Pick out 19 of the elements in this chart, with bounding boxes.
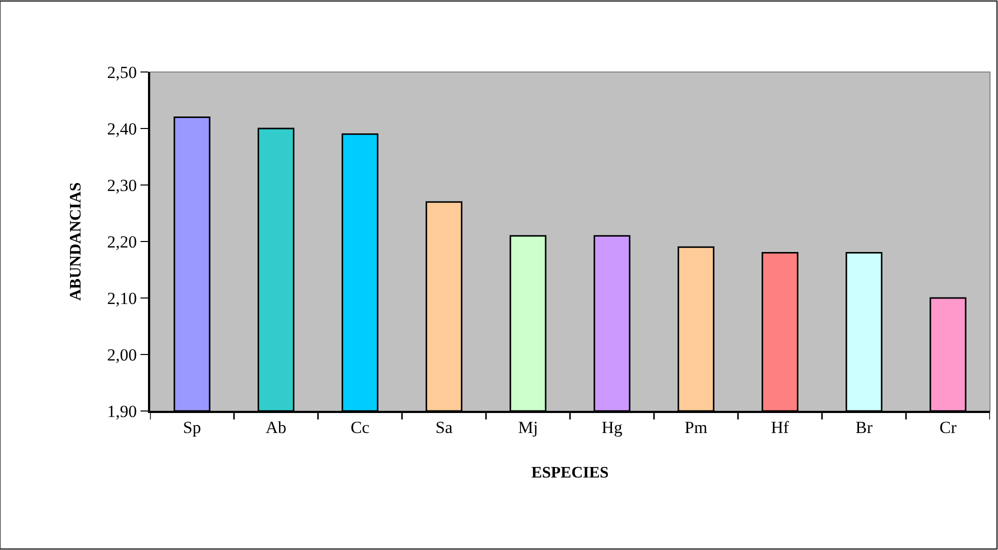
x-tick-label: Cc [350,418,370,438]
x-tick-label: Cr [940,418,957,438]
x-tick-label: Sa [436,418,453,438]
y-tick-label: 2,30 [107,176,137,195]
x-tick-label: Hf [771,418,790,438]
y-tick-label: 2,40 [107,119,137,138]
x-tick-label: Mj [518,418,538,438]
x-tick-label: Br [856,418,873,438]
x-tick-label: Sp [183,418,201,438]
x-axis-title: ESPECIES [531,464,609,482]
y-axis-title: ABUNDANCIAS [68,182,84,301]
y-tick-label: 2,20 [107,232,137,252]
y-tick-label: 2,00 [107,345,137,364]
y-tick-label: 2,50 [107,62,137,82]
x-tick-label: Ab [266,418,286,438]
y-tick-label: 1,90 [107,402,137,421]
x-tick-label: Hg [602,418,623,438]
x-tick-label: Pm [684,418,708,438]
y-tick-label: 2,10 [107,288,137,308]
